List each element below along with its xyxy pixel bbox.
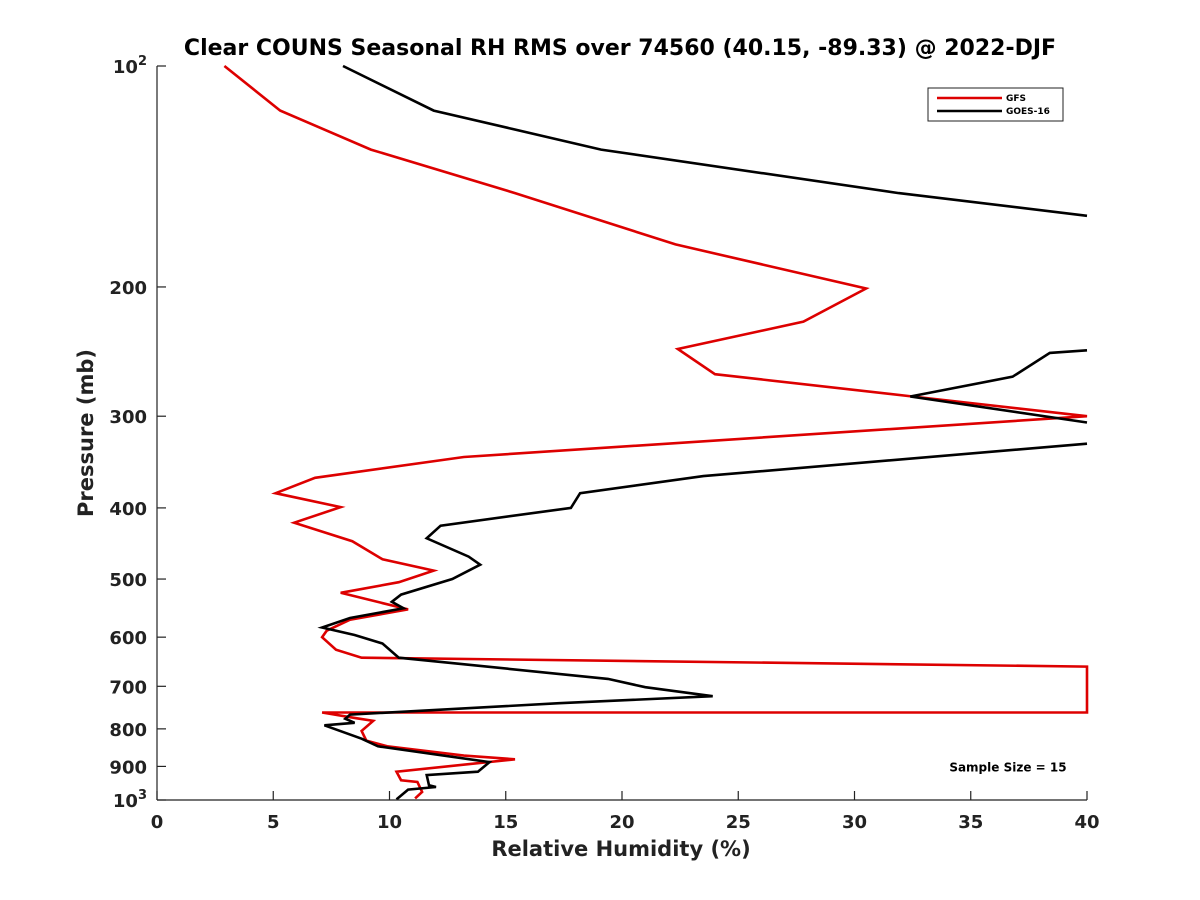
sample-size-annotation: Sample Size = 15 xyxy=(949,760,1066,774)
x-axis-label: Relative Humidity (%) xyxy=(491,837,750,861)
tick-labels: 0 5 10 15 20 25 30 35 40 102 200 300 400 500 600 700 800… xyxy=(109,54,1099,833)
y-tick-label: 500 xyxy=(109,570,147,591)
x-tick-label: 25 xyxy=(726,812,751,833)
series-line-goes-16 xyxy=(317,64,1088,801)
y-tick-label: 103 xyxy=(113,788,147,812)
x-tick-label: 30 xyxy=(842,812,867,833)
series-line-gfs xyxy=(223,64,1089,800)
y-tick-label: 300 xyxy=(109,407,147,428)
y-tick-label: 400 xyxy=(109,499,147,520)
legend: GFS GOES-16 xyxy=(927,87,1064,122)
legend-box xyxy=(927,87,1064,122)
y-tick-label: 800 xyxy=(109,720,147,741)
y-tick-label: 600 xyxy=(109,628,147,649)
legend-label-goes-16: GOES-16 xyxy=(1006,107,1050,117)
annotations: Sample Size = 15 xyxy=(949,760,1066,774)
x-tick-label: 20 xyxy=(609,812,634,833)
y-tick-label: 900 xyxy=(109,757,147,778)
axes xyxy=(156,65,1088,801)
y-tick-label: 200 xyxy=(109,278,147,299)
x-tick-label: 15 xyxy=(493,812,518,833)
y-tick-label: 102 xyxy=(113,54,147,78)
chart-title: Clear COUNS Seasonal RH RMS over 74560 (… xyxy=(184,36,1056,61)
x-tick-label: 0 xyxy=(151,812,164,833)
series-lines xyxy=(223,64,1089,801)
x-tick-label: 35 xyxy=(958,812,983,833)
legend-label-gfs: GFS xyxy=(1006,94,1026,104)
x-tick-label: 40 xyxy=(1074,812,1099,833)
x-tick-label: 5 xyxy=(267,812,280,833)
y-axis-label: Pressure (mb) xyxy=(74,349,98,517)
y-tick-label: 700 xyxy=(109,677,147,698)
x-tick-label: 10 xyxy=(377,812,402,833)
